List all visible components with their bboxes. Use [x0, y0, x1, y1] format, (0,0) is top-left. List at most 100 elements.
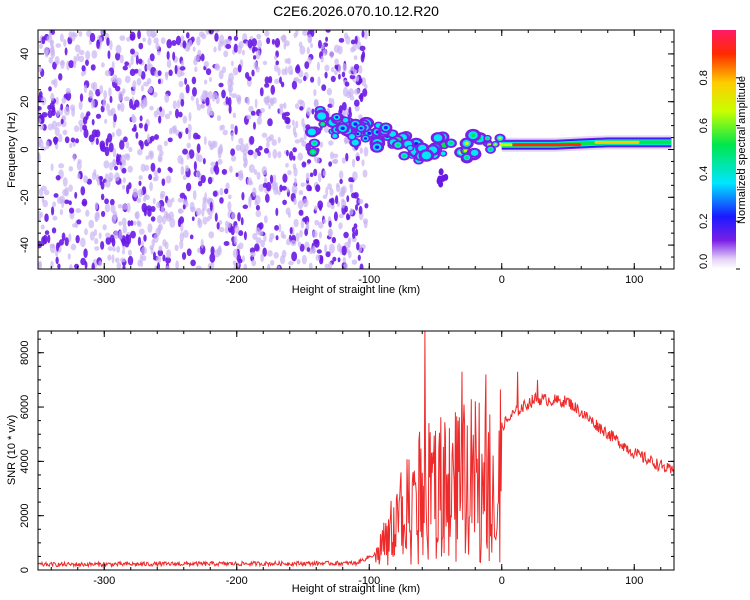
x-tick-label: -100 [358, 575, 380, 587]
noise-blob [329, 187, 334, 196]
noise-blob [251, 259, 257, 267]
noise-blob [109, 162, 114, 171]
noise-blob [123, 96, 130, 102]
ridge-cluster [396, 143, 400, 147]
noise-blob [43, 189, 50, 196]
noise-blob [119, 164, 123, 171]
noise-blob [122, 177, 126, 184]
noise-blob [91, 262, 95, 269]
noise-blob [51, 227, 57, 234]
noise-blob [272, 149, 278, 159]
noise-blob [311, 108, 315, 115]
noise-blob [100, 193, 105, 201]
noise-blob [113, 230, 119, 240]
noise-blob [352, 171, 358, 181]
noise-blob [191, 87, 197, 97]
noise-blob [190, 95, 195, 101]
ridge-cluster [402, 154, 407, 158]
noise-blob [186, 248, 192, 257]
noise-blob [105, 232, 111, 238]
noise-blob [117, 104, 121, 111]
noise-blob [178, 111, 183, 118]
noise-blob [93, 229, 98, 236]
noise-blob [339, 178, 343, 185]
noise-blob [231, 93, 238, 99]
x-tick-label: -100 [358, 274, 380, 286]
noise-blob [232, 248, 238, 258]
noise-blob [266, 141, 270, 149]
ridge-cluster [430, 148, 436, 152]
noise-blob [110, 204, 116, 214]
noise-blob [317, 39, 322, 49]
noise-blob [58, 133, 63, 143]
noise-blob [195, 265, 202, 269]
noise-blob [100, 30, 105, 36]
noise-blob [360, 53, 365, 63]
noise-blob [72, 32, 78, 38]
noise-blob [362, 169, 368, 178]
noise-blob [343, 263, 349, 269]
noise-blob [313, 168, 318, 177]
noise-blob [243, 263, 248, 269]
ridge-cluster [340, 126, 345, 131]
noise-blob [150, 162, 156, 172]
noise-blob [119, 102, 125, 112]
noise-blob [157, 70, 162, 77]
noise-blob [353, 223, 358, 230]
colorbar-tick-label: 0.2 [698, 214, 710, 229]
ridge-cluster [442, 143, 446, 147]
noise-blob [91, 50, 98, 59]
noise-blob [44, 213, 49, 223]
noise-blob [264, 83, 270, 88]
noise-blob [124, 75, 131, 84]
noise-blob [137, 68, 143, 77]
noise-blob [295, 120, 299, 129]
noise-blob [76, 161, 82, 171]
noise-blob [179, 192, 186, 199]
noise-blob [364, 83, 368, 90]
noise-blob [213, 165, 217, 173]
noise-blob [274, 78, 280, 84]
ridge-core [594, 140, 640, 144]
noise-blob [136, 149, 143, 156]
noise-blob [158, 223, 163, 231]
noise-blob [84, 228, 88, 236]
noise-blob [258, 112, 262, 119]
noise-blob [68, 165, 74, 172]
noise-blob [153, 134, 159, 140]
noise-blob [55, 43, 61, 48]
ridge-cluster [353, 122, 358, 126]
noise-blob [207, 176, 213, 185]
noise-blob [310, 43, 314, 49]
noise-blob [321, 84, 327, 91]
noise-blob [197, 49, 202, 57]
noise-blob [149, 53, 155, 62]
noise-blob [119, 257, 126, 263]
noise-blob [345, 152, 349, 162]
noise-blob [359, 263, 364, 269]
noise-blob [356, 241, 360, 251]
ridge-cluster [438, 168, 444, 176]
noise-blob [64, 187, 69, 197]
noise-blob [161, 215, 167, 225]
noise-blob [349, 208, 354, 216]
noise-blob [126, 202, 131, 213]
noise-blob [271, 180, 277, 187]
noise-blob [50, 92, 55, 101]
noise-blob [310, 30, 315, 37]
noise-blob [58, 163, 65, 169]
noise-blob [279, 255, 286, 265]
colorbar-tick-label: 0.0 [698, 254, 710, 269]
noise-blob [89, 231, 95, 241]
noise-blob [181, 251, 187, 260]
noise-blob [83, 248, 88, 259]
noise-blob [254, 98, 258, 109]
noise-blob [291, 80, 298, 90]
noise-blob [129, 48, 135, 55]
colorbar-gradient [712, 30, 736, 269]
noise-blob [352, 44, 357, 52]
noise-blob [122, 265, 126, 269]
noise-blob [169, 218, 176, 228]
noise-blob [63, 38, 67, 47]
